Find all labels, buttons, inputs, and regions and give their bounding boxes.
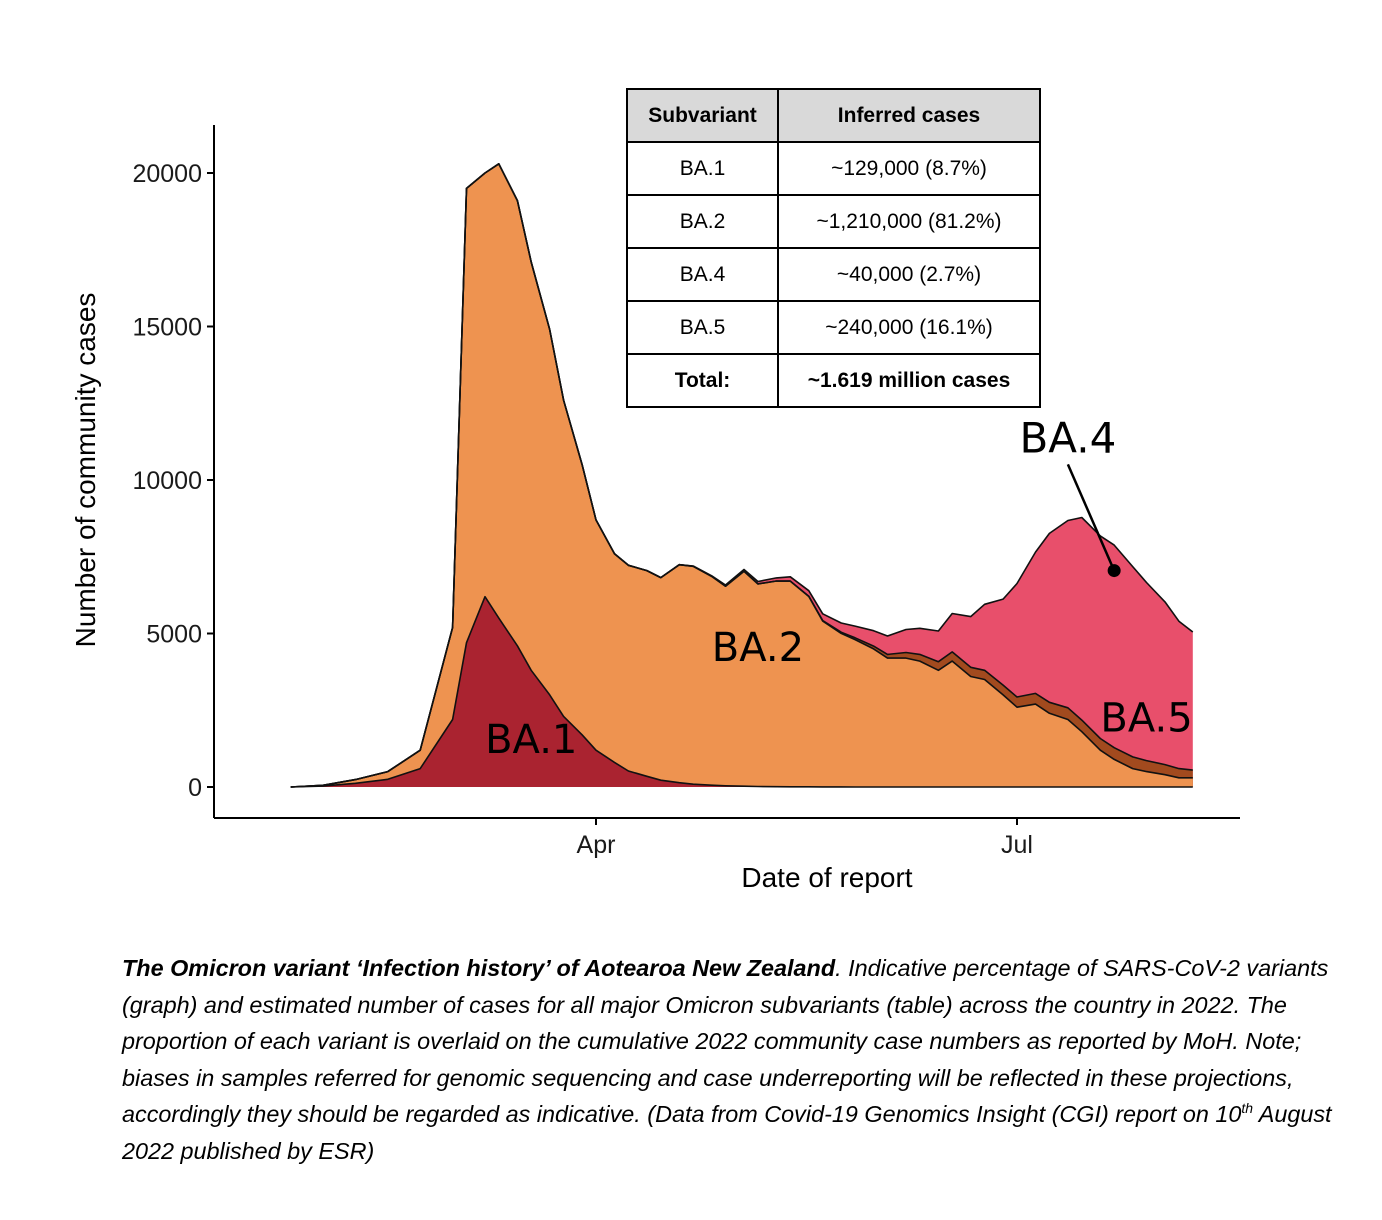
total-value: ~1.619 million cases xyxy=(777,353,1041,408)
header-inferred-cases: Inferred cases xyxy=(777,88,1041,143)
caption-superscript: th xyxy=(1241,1100,1254,1117)
x-axis-title: Date of report xyxy=(741,862,912,893)
row-subvariant: BA.1 xyxy=(626,141,779,196)
table-row: BA.2 ~1,210,000 (81.2%) xyxy=(626,194,1041,249)
x-tick-label: Jul xyxy=(1001,831,1033,859)
row-subvariant: BA.5 xyxy=(626,300,779,355)
axes: 0 5000 10000 15000 20000 Apr Jul Date of report… xyxy=(70,125,1240,893)
inferred-cases-table: Subvariant Inferred cases BA.1 ~129,000 … xyxy=(626,88,1041,408)
row-inferred-cases: ~1,210,000 (81.2%) xyxy=(777,194,1041,249)
ba4-pointer-dot xyxy=(1107,564,1121,578)
figure-caption: The Omicron variant ‘Infection history’ … xyxy=(122,950,1347,1169)
chart-labels: BA.1 BA.2 BA.5 BA.4 xyxy=(485,413,1193,763)
stacked-area-chart: 0 5000 10000 15000 20000 Apr Jul Date of report… xyxy=(70,125,1240,893)
total-label: Total: xyxy=(626,353,779,408)
caption-body: . Indicative percentage of SARS-CoV-2 va… xyxy=(122,955,1329,1127)
row-inferred-cases: ~40,000 (2.7%) xyxy=(777,247,1041,302)
row-inferred-cases: ~240,000 (16.1%) xyxy=(777,300,1041,355)
y-tick-label: 10000 xyxy=(132,467,202,495)
row-inferred-cases: ~129,000 (8.7%) xyxy=(777,141,1041,196)
outline-ba5 xyxy=(290,163,1194,788)
annotation-ba1: BA.1 xyxy=(485,717,577,763)
ba4-pointer-line xyxy=(1066,463,1116,572)
annotation-ba4: BA.4 xyxy=(1019,413,1116,462)
annotation-ba2: BA.2 xyxy=(712,625,804,671)
table-row: BA.4 ~40,000 (2.7%) xyxy=(626,247,1041,302)
row-subvariant: BA.4 xyxy=(626,247,779,302)
outline-ba1 xyxy=(290,595,1193,788)
annotation-ba5: BA.5 xyxy=(1100,696,1192,742)
caption-title: The Omicron variant ‘Infection history’ … xyxy=(122,955,836,981)
area-layers xyxy=(290,163,1194,788)
table-header-row: Subvariant Inferred cases xyxy=(626,88,1041,143)
caption-body-end: August 2022 published by ESR) xyxy=(122,1101,1332,1164)
y-tick-label: 0 xyxy=(188,774,202,802)
table-total-row: Total: ~1.619 million cases xyxy=(626,353,1041,408)
y-axis-title: Number of community cases xyxy=(70,293,101,648)
area-ba2 xyxy=(290,163,1193,788)
table-row: BA.5 ~240,000 (16.1%) xyxy=(626,300,1041,355)
header-subvariant: Subvariant xyxy=(626,88,779,143)
y-tick-label: 20000 xyxy=(132,160,202,188)
table-row: BA.1 ~129,000 (8.7%) xyxy=(626,141,1041,196)
y-tick-label: 5000 xyxy=(146,621,202,649)
row-subvariant: BA.2 xyxy=(626,194,779,249)
y-tick-label: 15000 xyxy=(132,314,202,342)
x-tick-label: Apr xyxy=(577,831,616,859)
